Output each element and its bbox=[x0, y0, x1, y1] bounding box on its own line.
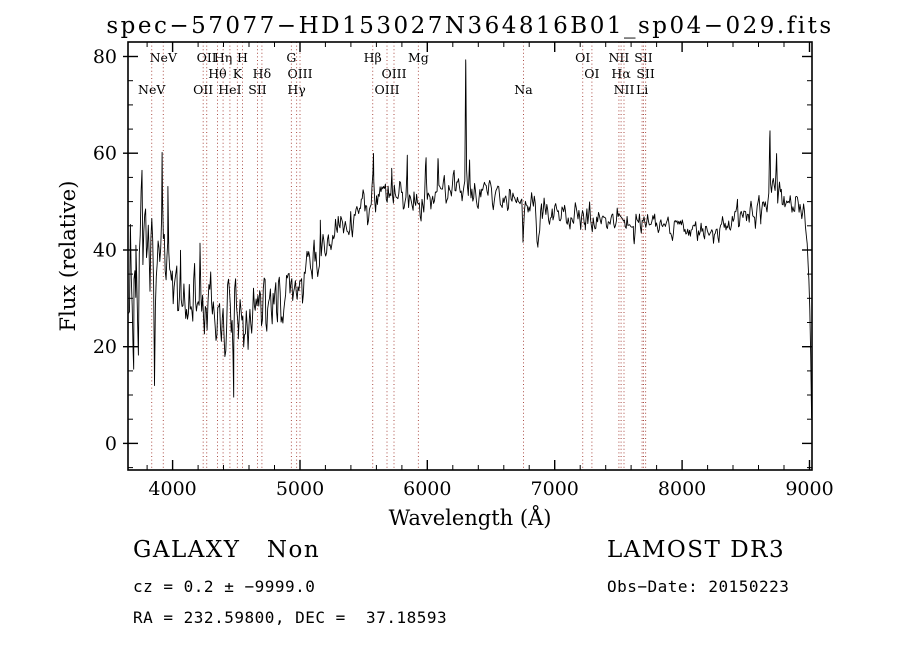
line-marker-label: Na bbox=[514, 82, 533, 97]
line-marker-label: SII bbox=[248, 82, 267, 97]
line-marker-label: OI bbox=[584, 66, 599, 81]
line-marker-label: OII bbox=[193, 82, 213, 97]
line-marker-label: OIII bbox=[374, 82, 399, 97]
line-marker-label: Hθ bbox=[208, 66, 226, 81]
line-marker-label: H bbox=[237, 50, 248, 65]
y-tick-label: 40 bbox=[93, 240, 117, 262]
x-tick-label: 7000 bbox=[531, 478, 579, 500]
line-marker-label: Mg bbox=[408, 50, 429, 65]
x-tick-label: 6000 bbox=[403, 478, 451, 500]
line-marker-label: OIII bbox=[287, 66, 312, 81]
x-tick-label: 4000 bbox=[148, 478, 196, 500]
y-tick-label: 20 bbox=[93, 336, 117, 358]
line-marker-label: K bbox=[233, 66, 243, 81]
cz-text: cz = 0.2 ± −9999.0 bbox=[133, 577, 316, 596]
classification-text: GALAXY Non bbox=[133, 537, 321, 563]
obs-date-text: Obs−Date: 20150223 bbox=[607, 577, 790, 596]
survey-text: LAMOST DR3 bbox=[607, 537, 786, 563]
ra-dec-text: RA = 232.59800, DEC = 37.18593 bbox=[133, 608, 448, 627]
line-marker-label: OIII bbox=[381, 66, 406, 81]
y-tick-label: 0 bbox=[105, 433, 117, 455]
x-tick-label: 5000 bbox=[276, 478, 324, 500]
x-tick-label: 8000 bbox=[658, 478, 706, 500]
line-marker-label: OI bbox=[575, 50, 590, 65]
x-axis-label: Wavelength (Å) bbox=[388, 506, 552, 530]
y-tick-label: 60 bbox=[93, 143, 117, 165]
line-marker-label: SII bbox=[634, 50, 653, 65]
line-marker-label: Hδ bbox=[253, 66, 271, 81]
line-marker-label: Hη bbox=[214, 50, 232, 65]
line-marker-label: Hβ bbox=[364, 50, 382, 65]
spectrum-trace bbox=[128, 59, 813, 419]
line-marker-label: Hγ bbox=[287, 82, 305, 97]
line-marker-label: Hα bbox=[611, 66, 631, 81]
line-marker-label: HeI bbox=[218, 82, 241, 97]
y-tick-label: 80 bbox=[93, 46, 117, 68]
line-marker-label: NeV bbox=[138, 82, 166, 97]
line-marker-label: NII bbox=[608, 50, 629, 65]
x-tick-label: 9000 bbox=[785, 478, 833, 500]
line-marker-label: OII bbox=[197, 50, 217, 65]
line-marker-label: NeV bbox=[150, 50, 178, 65]
line-marker-label: NII bbox=[614, 82, 635, 97]
line-marker-label: SII bbox=[636, 66, 655, 81]
plot-title: spec−57077−HD153027N364816B01_sp04−029.f… bbox=[106, 13, 834, 39]
line-marker-label: G bbox=[286, 50, 296, 65]
axis-box bbox=[127, 41, 813, 471]
line-marker-label: Li bbox=[636, 82, 648, 97]
y-axis-label: Flux (relative) bbox=[56, 180, 80, 332]
